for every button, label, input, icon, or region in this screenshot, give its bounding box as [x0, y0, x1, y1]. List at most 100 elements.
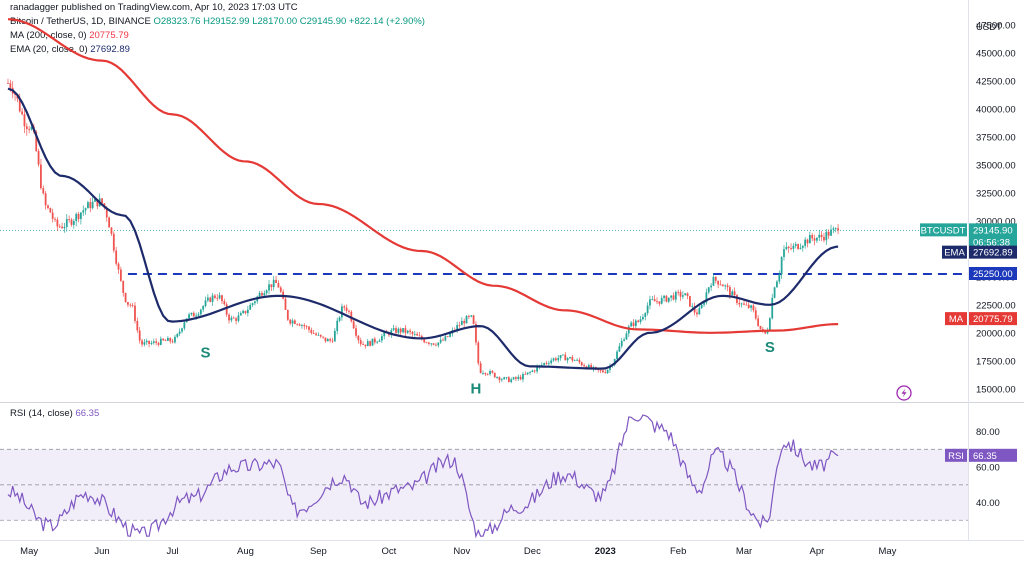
candle-body — [498, 377, 501, 381]
publisher-line: ranadagger published on TradingView.com,… — [10, 2, 298, 13]
candle-body — [25, 126, 28, 130]
bolt-icon[interactable] — [896, 385, 912, 401]
ema-tag-label-bg — [942, 245, 967, 259]
ma-tag-label-bg — [945, 312, 967, 326]
candle-body — [326, 339, 329, 342]
candle-body — [197, 314, 200, 316]
candle-body — [552, 358, 555, 361]
candle-body — [395, 328, 397, 333]
candle-body — [571, 357, 574, 361]
candle-body — [515, 377, 517, 379]
candle-body — [651, 299, 654, 300]
candle-body — [254, 301, 256, 304]
candle-body — [42, 188, 45, 194]
candle-body — [684, 293, 687, 296]
candle-body — [35, 132, 38, 151]
candle-body — [72, 221, 75, 225]
candle-body — [507, 377, 510, 383]
candle-body — [463, 320, 466, 324]
symbol-legend: Bitcoin / TetherUS, 1D, BINANCE O28323.7… — [10, 16, 425, 27]
candle-body — [522, 374, 524, 380]
candle-body — [181, 328, 183, 332]
candle-body — [270, 284, 273, 288]
candle-body — [475, 323, 477, 343]
price-tick-label: 32500.00 — [976, 188, 1016, 199]
candle-body — [315, 333, 317, 336]
candle-body — [726, 285, 729, 288]
candle-body — [679, 292, 682, 297]
candle-body — [171, 341, 174, 343]
candle-body — [418, 335, 421, 337]
candle-body — [674, 291, 677, 300]
candle-body — [458, 325, 461, 326]
candle-body — [472, 315, 475, 324]
candle-body — [150, 342, 153, 344]
candle-body — [816, 237, 818, 241]
candle-body — [834, 228, 837, 230]
candle-body — [623, 339, 625, 341]
candle-body — [519, 376, 522, 380]
candle-body — [115, 250, 118, 264]
candle-body — [569, 357, 571, 359]
candle-body — [216, 297, 219, 299]
rsi-legend: RSI (14, close) 66.35 — [10, 408, 99, 419]
candle-body — [310, 329, 313, 334]
candle-body — [733, 291, 736, 296]
time-tick-label: Apr — [810, 546, 825, 557]
candle-body — [804, 239, 807, 246]
candle-body — [265, 290, 268, 294]
candle-body — [143, 342, 146, 345]
price-tick-label: 22500.00 — [976, 300, 1016, 311]
candle-body — [341, 306, 343, 318]
candle-body — [529, 371, 531, 373]
candle-body — [317, 334, 320, 336]
candle-body — [63, 226, 66, 229]
candle-body — [380, 336, 383, 341]
candle-body — [188, 314, 190, 319]
ma-tag-label: MA — [949, 314, 964, 325]
candle-body — [533, 370, 536, 372]
candle-body — [169, 337, 172, 342]
candle-body — [524, 374, 527, 375]
candle-body — [752, 305, 755, 311]
candle-body — [625, 333, 628, 340]
candle-body — [482, 372, 484, 374]
candle-body — [658, 301, 661, 304]
candle-body — [305, 326, 308, 328]
candle-body — [378, 340, 381, 342]
candle-body — [545, 363, 548, 364]
candle-body — [279, 287, 282, 292]
ma-legend-value: 20775.79 — [89, 30, 129, 41]
candle-body — [91, 201, 94, 209]
candle-body — [61, 226, 63, 229]
candle-body — [630, 322, 633, 327]
candle-body — [764, 330, 767, 334]
candle-body — [557, 358, 560, 361]
candle-body — [117, 263, 120, 270]
candle-body — [649, 299, 651, 306]
candle-body — [634, 320, 637, 327]
candle-body — [7, 83, 9, 84]
price-axis-ticks: 47500.00 45000.00 42500.00 40000.00 37500.00… — [976, 20, 1016, 395]
candle-body — [667, 297, 670, 302]
candle-body — [82, 210, 85, 213]
candle-body — [206, 297, 209, 301]
candle-body — [228, 314, 230, 321]
ma-value-tag-text: 20775.79 — [973, 314, 1013, 325]
rsi-tag-label-bg — [945, 448, 967, 462]
candle-body — [291, 320, 294, 324]
candle-body — [486, 374, 489, 375]
candle-body — [122, 280, 125, 293]
candle-body — [209, 297, 212, 302]
ema-legend: EMA (20, close, 0) 27692.89 — [10, 44, 130, 55]
candle-body — [559, 355, 562, 359]
pattern-label: S — [765, 339, 775, 356]
candle-body — [768, 318, 771, 331]
candle-body — [637, 320, 640, 322]
candle-body — [740, 303, 743, 305]
candle-body — [65, 219, 68, 227]
candle-body — [703, 302, 705, 305]
candle-body — [152, 341, 155, 343]
